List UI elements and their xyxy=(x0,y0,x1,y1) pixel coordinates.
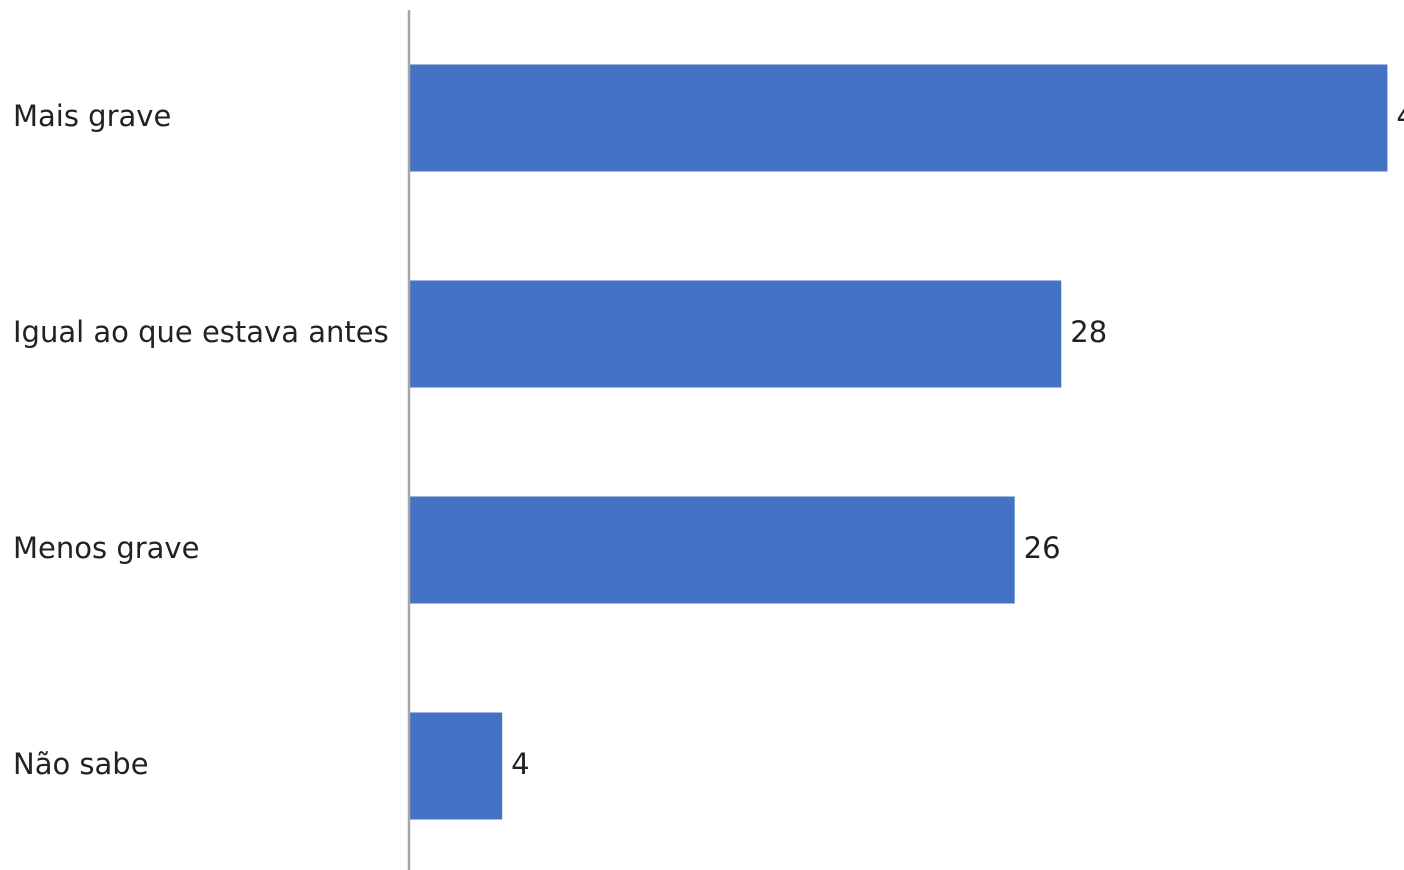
data-label-3: 4 xyxy=(511,747,529,781)
data-label-0: 42 xyxy=(1396,99,1404,133)
bar-1 xyxy=(409,280,1062,388)
category-label-3: Não sabe xyxy=(13,747,149,781)
category-label-2: Menos grave xyxy=(13,531,199,565)
data-label-1: 28 xyxy=(1070,315,1107,349)
bar-2 xyxy=(409,496,1015,604)
data-label-2: 26 xyxy=(1024,531,1061,565)
bar-0 xyxy=(409,64,1388,172)
category-label-1: Igual ao que estava antes xyxy=(13,315,389,349)
category-label-0: Mais grave xyxy=(13,99,171,133)
bar-3 xyxy=(409,712,503,820)
